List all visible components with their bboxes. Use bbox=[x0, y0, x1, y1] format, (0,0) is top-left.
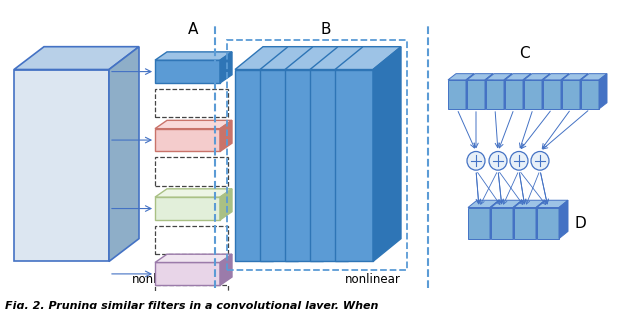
Polygon shape bbox=[491, 208, 513, 239]
Polygon shape bbox=[599, 74, 607, 109]
Polygon shape bbox=[562, 74, 588, 80]
Polygon shape bbox=[543, 74, 569, 80]
Polygon shape bbox=[220, 120, 232, 151]
Polygon shape bbox=[285, 47, 351, 70]
Polygon shape bbox=[155, 120, 232, 129]
Polygon shape bbox=[467, 80, 485, 109]
Polygon shape bbox=[561, 74, 569, 109]
Polygon shape bbox=[14, 70, 109, 261]
Circle shape bbox=[531, 151, 549, 170]
Polygon shape bbox=[543, 80, 561, 109]
Polygon shape bbox=[155, 262, 220, 285]
Polygon shape bbox=[537, 200, 568, 208]
Polygon shape bbox=[542, 74, 550, 109]
Polygon shape bbox=[468, 200, 499, 208]
Polygon shape bbox=[513, 200, 522, 239]
Polygon shape bbox=[235, 70, 273, 261]
Polygon shape bbox=[14, 47, 139, 70]
Polygon shape bbox=[220, 189, 232, 220]
Polygon shape bbox=[155, 254, 232, 262]
Polygon shape bbox=[155, 129, 220, 151]
Bar bbox=[155, 226, 228, 254]
Polygon shape bbox=[514, 200, 545, 208]
Bar bbox=[155, 285, 228, 309]
Polygon shape bbox=[373, 47, 401, 261]
Polygon shape bbox=[273, 47, 301, 261]
Text: B: B bbox=[321, 22, 332, 37]
Polygon shape bbox=[448, 74, 474, 80]
Polygon shape bbox=[155, 52, 232, 60]
Polygon shape bbox=[220, 52, 232, 83]
Polygon shape bbox=[310, 47, 376, 70]
Circle shape bbox=[510, 151, 528, 170]
Polygon shape bbox=[514, 208, 536, 239]
Polygon shape bbox=[523, 74, 531, 109]
Text: A: A bbox=[188, 22, 198, 37]
Text: D: D bbox=[575, 216, 587, 231]
Circle shape bbox=[467, 151, 485, 170]
Polygon shape bbox=[504, 74, 512, 109]
Polygon shape bbox=[490, 200, 499, 239]
Polygon shape bbox=[559, 200, 568, 239]
Polygon shape bbox=[448, 80, 466, 109]
Polygon shape bbox=[285, 70, 323, 261]
Polygon shape bbox=[562, 80, 580, 109]
Polygon shape bbox=[580, 74, 588, 109]
Polygon shape bbox=[485, 74, 493, 109]
Polygon shape bbox=[505, 74, 531, 80]
Polygon shape bbox=[260, 47, 326, 70]
Text: nonlinear: nonlinear bbox=[132, 273, 188, 286]
Polygon shape bbox=[335, 70, 373, 261]
Polygon shape bbox=[235, 47, 301, 70]
Text: nonlinear: nonlinear bbox=[345, 273, 401, 286]
Text: Fig. 2. Pruning similar filters in a convolutional layer. When: Fig. 2. Pruning similar filters in a con… bbox=[5, 301, 378, 309]
Polygon shape bbox=[298, 47, 326, 261]
Polygon shape bbox=[467, 74, 493, 80]
Bar bbox=[155, 89, 228, 117]
Polygon shape bbox=[581, 80, 599, 109]
Polygon shape bbox=[486, 80, 504, 109]
Polygon shape bbox=[466, 74, 474, 109]
Polygon shape bbox=[505, 80, 523, 109]
Polygon shape bbox=[524, 80, 542, 109]
Polygon shape bbox=[536, 200, 545, 239]
Polygon shape bbox=[581, 74, 607, 80]
Polygon shape bbox=[155, 60, 220, 83]
Polygon shape bbox=[155, 197, 220, 220]
Polygon shape bbox=[310, 70, 348, 261]
Bar bbox=[227, 40, 407, 270]
Polygon shape bbox=[109, 47, 139, 261]
Bar bbox=[155, 157, 228, 186]
Polygon shape bbox=[260, 70, 298, 261]
Polygon shape bbox=[220, 254, 232, 285]
Polygon shape bbox=[323, 47, 351, 261]
Polygon shape bbox=[348, 47, 376, 261]
Polygon shape bbox=[335, 47, 401, 70]
Polygon shape bbox=[524, 74, 550, 80]
Circle shape bbox=[489, 151, 507, 170]
Polygon shape bbox=[537, 208, 559, 239]
Text: C: C bbox=[518, 46, 529, 61]
Polygon shape bbox=[491, 200, 522, 208]
Polygon shape bbox=[486, 74, 512, 80]
Polygon shape bbox=[155, 189, 232, 197]
Polygon shape bbox=[468, 208, 490, 239]
